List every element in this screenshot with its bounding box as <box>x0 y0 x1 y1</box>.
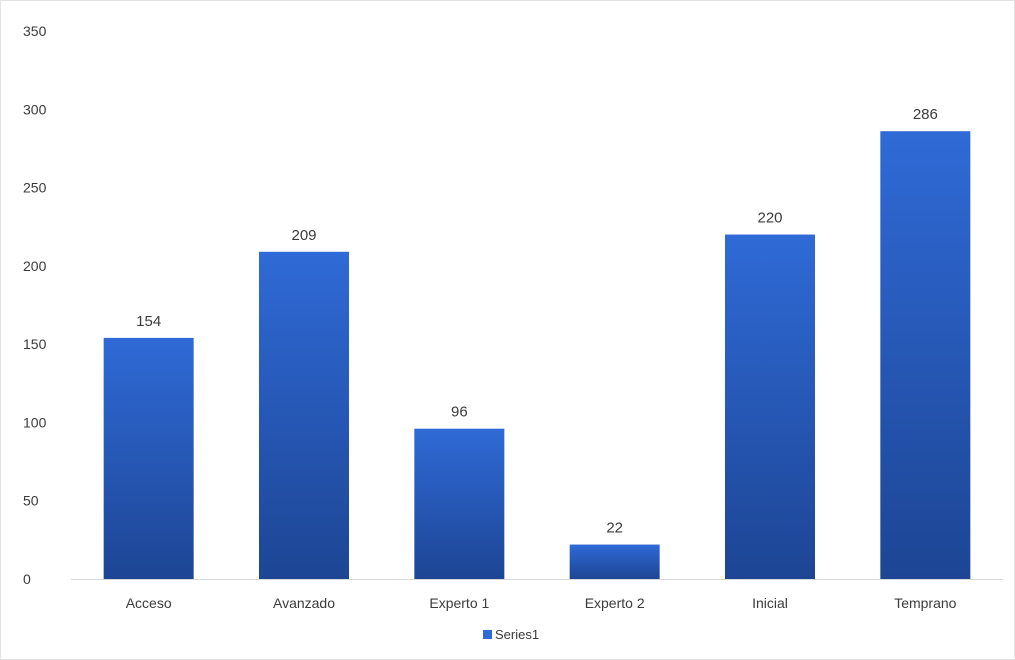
bar-acceso <box>103 337 194 579</box>
x-category-label: Acceso <box>126 595 172 611</box>
y-tick-label: 0 <box>23 571 31 587</box>
y-tick-label: 200 <box>23 258 47 274</box>
bar-avanzado <box>259 251 349 579</box>
y-tick-label: 100 <box>23 414 47 430</box>
y-tick-label: 50 <box>23 493 39 509</box>
data-label: 96 <box>451 404 468 421</box>
data-label: 22 <box>606 520 623 537</box>
x-category-label: Inicial <box>752 595 788 611</box>
data-label: 209 <box>291 227 316 244</box>
y-tick-label: 250 <box>23 180 47 196</box>
bar-experto-2 <box>569 544 660 579</box>
x-category-label: Avanzado <box>273 595 335 611</box>
bar-inicial <box>725 234 815 580</box>
x-category-label: Experto 2 <box>585 595 645 611</box>
legend-label: Series1 <box>495 627 539 642</box>
legend-swatch <box>483 630 492 639</box>
data-label: 154 <box>136 313 161 330</box>
data-label: 220 <box>757 210 782 227</box>
x-category-label: Experto 1 <box>429 595 489 611</box>
x-category-label: Temprano <box>894 595 956 611</box>
x-axis: Acceso Avanzado Experto 1 Experto 2 Inicial T… <box>71 579 1003 611</box>
y-tick-label: 150 <box>23 336 47 352</box>
legend: Series1 <box>483 627 539 642</box>
bar-temprano <box>880 131 971 579</box>
bar-experto-1 <box>414 428 505 579</box>
data-label: 286 <box>913 106 938 123</box>
y-tick-label: 300 <box>23 101 47 117</box>
bars: 154 209 96 22 220 286 <box>103 106 971 580</box>
y-axis: 0 50 100 150 200 250 300 350 <box>23 23 47 587</box>
y-tick-label: 350 <box>23 23 47 39</box>
